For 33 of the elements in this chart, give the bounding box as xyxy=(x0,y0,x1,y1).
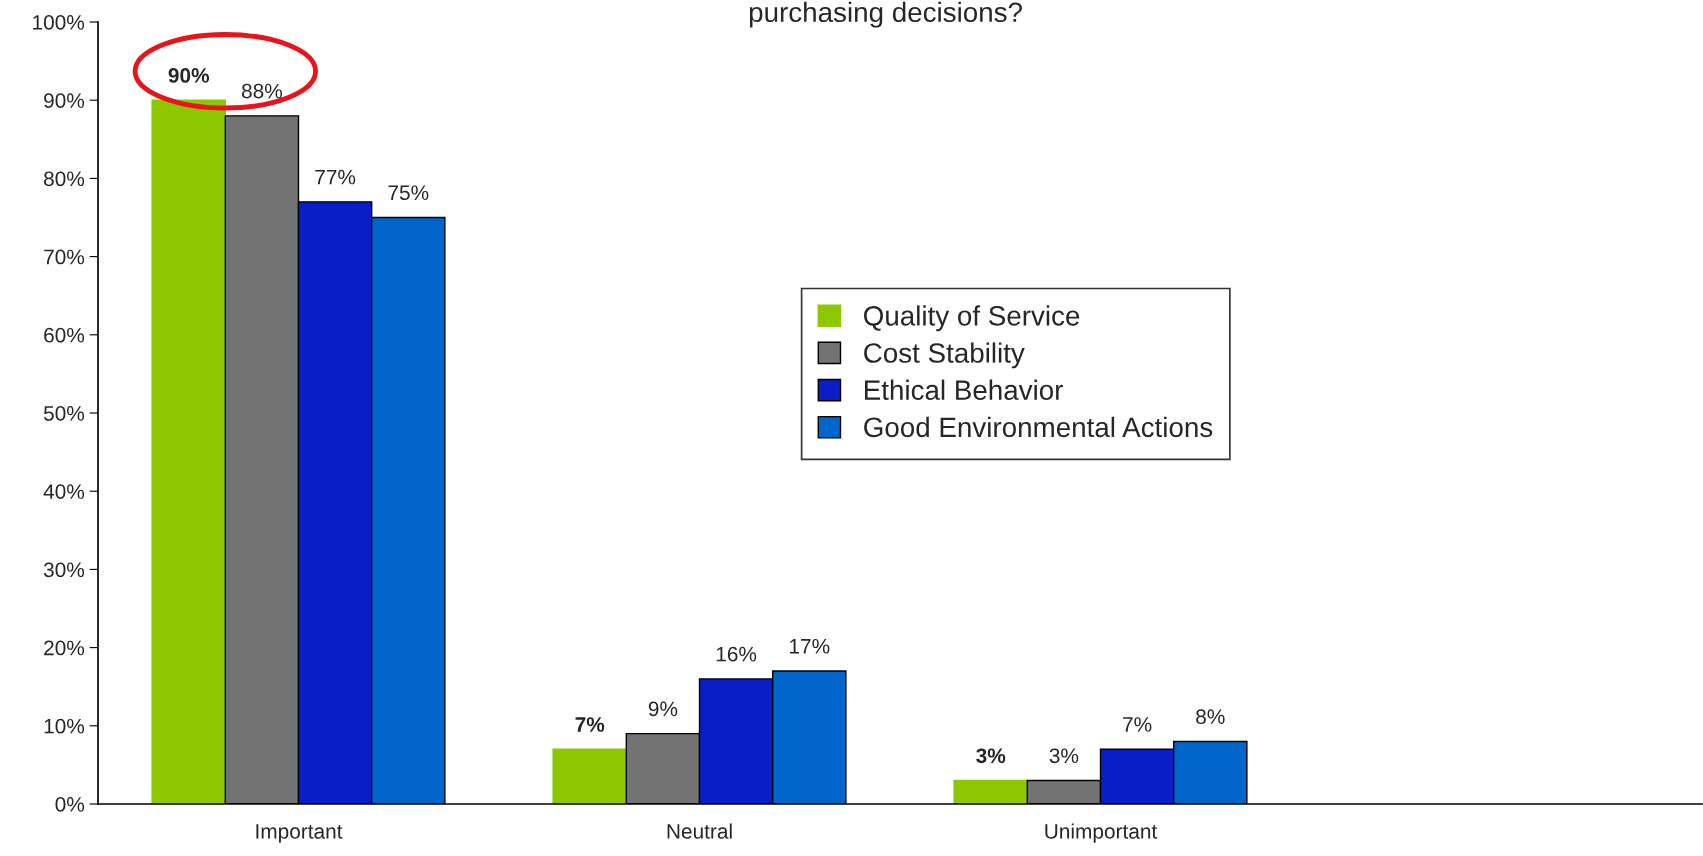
data-label: 88% xyxy=(241,83,283,99)
legend-label: Ethical Behavior xyxy=(865,379,1063,401)
x-tick-label: Important xyxy=(256,824,343,843)
data-label: 3% xyxy=(976,748,1006,764)
data-label: 16% xyxy=(716,646,757,662)
data-label: 7% xyxy=(1123,717,1152,732)
y-tick-label: 100% xyxy=(33,15,85,30)
x-tick-label: Neutral xyxy=(667,823,732,839)
x-tick-label: Unimportant xyxy=(1045,823,1158,843)
y-tick-label: 10% xyxy=(44,718,85,734)
data-label: 75% xyxy=(388,185,429,201)
chart-title: purchasing decisions? xyxy=(749,1,1022,28)
y-tick-label: 90% xyxy=(44,93,85,108)
y-tick-label: 20% xyxy=(44,640,85,656)
y-tick-label: 30% xyxy=(43,562,85,578)
data-label: 90% xyxy=(168,68,210,83)
y-tick-label: 50% xyxy=(43,406,85,421)
data-label: 3% xyxy=(1049,748,1079,764)
y-tick-label: 70% xyxy=(44,249,85,265)
bar xyxy=(552,748,628,804)
legend-label: Quality of Service xyxy=(864,305,1080,332)
data-label: 8% xyxy=(1196,709,1225,725)
legend-label: Good Environmental Actions xyxy=(864,416,1213,438)
y-tick-label: 60% xyxy=(44,327,85,343)
legend-label: Cost Stability xyxy=(864,342,1025,369)
bar xyxy=(953,779,1029,804)
data-label: 7% xyxy=(575,717,605,732)
data-label: 77% xyxy=(315,169,356,185)
y-tick-label: 0% xyxy=(55,797,85,812)
y-tick-label: 40% xyxy=(43,484,85,499)
data-label: 9% xyxy=(648,701,678,717)
y-tick-label: 80% xyxy=(44,171,85,187)
data-label: 17% xyxy=(790,638,830,654)
